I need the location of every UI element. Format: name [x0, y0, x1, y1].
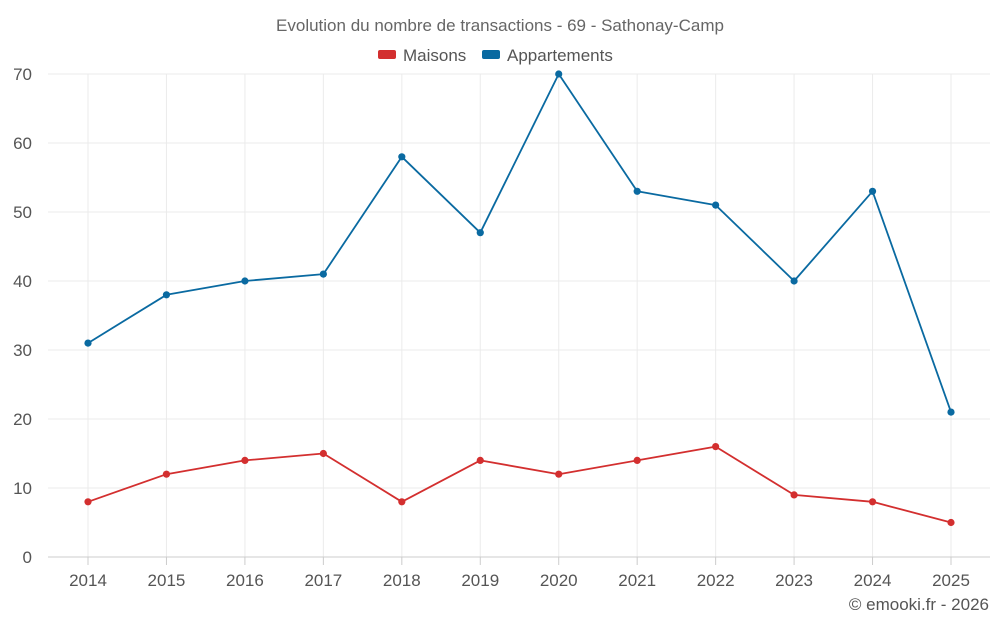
legend-label-appartements: Appartements: [507, 46, 613, 65]
data-point-maisons[interactable]: [162, 470, 171, 478]
data-point-appartements[interactable]: [947, 408, 955, 416]
data-point-maisons[interactable]: [712, 443, 720, 451]
y-tick-label: 30: [13, 341, 32, 360]
legend-item-appartements[interactable]: Appartements: [482, 46, 613, 65]
data-point-maisons[interactable]: [868, 498, 877, 506]
y-tick-label: 0: [23, 548, 32, 567]
data-point-maisons[interactable]: [84, 498, 92, 506]
grid: [48, 73, 990, 557]
series-maisons: [84, 443, 955, 527]
data-point-appartements[interactable]: [241, 277, 249, 285]
data-point-maisons[interactable]: [790, 491, 798, 499]
data-point-appartements[interactable]: [868, 187, 877, 195]
data-point-appartements[interactable]: [319, 270, 327, 278]
x-tick-label: 2020: [540, 571, 578, 590]
data-point-appartements[interactable]: [555, 70, 563, 78]
y-tick-label: 50: [13, 203, 32, 222]
series-appartements: [84, 70, 955, 416]
chart-title: Evolution du nombre de transactions - 69…: [276, 16, 724, 35]
data-point-appartements[interactable]: [633, 187, 641, 195]
x-tick-label: 2025: [932, 571, 970, 590]
x-tick-label: 2017: [304, 571, 342, 590]
series-line-maisons: [87, 445, 952, 524]
x-tick-label: 2024: [854, 571, 892, 590]
series: [84, 70, 955, 527]
x-tick-label: 2018: [383, 571, 421, 590]
x-tick-label: 2014: [69, 571, 107, 590]
data-point-maisons[interactable]: [241, 456, 249, 464]
x-tick-label: 2022: [697, 571, 735, 590]
legend-item-maisons[interactable]: Maisons: [378, 46, 466, 65]
y-tick-label: 40: [13, 272, 32, 291]
x-tick-label: 2015: [148, 571, 186, 590]
x-tick-label: 2023: [775, 571, 813, 590]
y-tick-label: 60: [13, 134, 32, 153]
data-point-appartements[interactable]: [162, 291, 171, 299]
data-point-maisons[interactable]: [947, 518, 955, 527]
axes: 0 10 20 30 40 50 60 70 2014 2015 2016 2017 2018 2019 2…: [13, 65, 990, 590]
data-point-appartements[interactable]: [84, 339, 92, 347]
data-point-maisons[interactable]: [555, 470, 563, 478]
data-point-appartements[interactable]: [790, 277, 798, 285]
data-point-appartements[interactable]: [398, 153, 406, 161]
legend-swatch-appartements: [482, 50, 500, 59]
data-point-appartements[interactable]: [712, 201, 720, 209]
x-tick-label: 2019: [461, 571, 499, 590]
data-point-maisons[interactable]: [319, 449, 327, 458]
y-tick-label: 10: [13, 479, 32, 498]
data-point-maisons[interactable]: [476, 456, 484, 464]
y-tick-label: 20: [13, 410, 32, 429]
series-line-appartements: [87, 73, 952, 413]
x-tick-label: 2016: [226, 571, 264, 590]
x-tick-label: 2021: [618, 571, 656, 590]
data-point-appartements[interactable]: [476, 229, 484, 237]
data-point-maisons[interactable]: [633, 456, 641, 464]
legend-swatch-maisons: [378, 50, 396, 59]
credit-text: © emooki.fr - 2026: [849, 595, 989, 614]
legend: Maisons Appartements: [378, 46, 613, 65]
y-tick-label: 70: [13, 65, 32, 84]
legend-label-maisons: Maisons: [403, 46, 466, 65]
data-point-maisons[interactable]: [398, 498, 406, 506]
